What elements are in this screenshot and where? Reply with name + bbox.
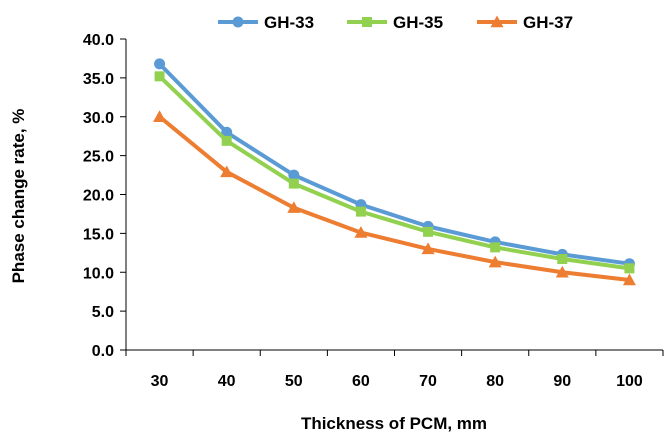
data-point [355, 206, 366, 217]
data-point [221, 135, 232, 146]
y-tick-label: 0.0 [92, 343, 114, 360]
x-tick-label: 100 [616, 373, 643, 390]
y-tick-label: 25.0 [83, 149, 114, 166]
legend-marker [490, 15, 504, 28]
series-line [158, 74, 630, 271]
x-tick-label: 30 [151, 373, 169, 390]
data-point [220, 165, 234, 178]
x-tick-label: 40 [218, 373, 236, 390]
series-layer [153, 58, 636, 286]
legend-item-gh-33: GH-33 [218, 13, 314, 32]
data-point [221, 126, 233, 138]
series-line [158, 62, 630, 266]
y-tick-label: 5.0 [92, 304, 114, 321]
data-point [423, 226, 434, 237]
x-tick-label: 50 [285, 373, 303, 390]
data-point [488, 255, 502, 268]
data-point [557, 254, 568, 265]
x-tick-label: 80 [486, 373, 504, 390]
legend-marker [232, 16, 244, 28]
data-point [624, 263, 635, 274]
y-axis: 0.0 5.0 10.0 15.0 20.0 25.0 30.0 35.0 40.0 [83, 32, 127, 360]
legend-label: GH-35 [393, 13, 443, 32]
data-point [490, 242, 501, 253]
x-tick-label: 90 [553, 373, 571, 390]
data-point [154, 71, 165, 82]
y-tick-label: 30.0 [83, 110, 114, 127]
y-tick-label: 10.0 [83, 265, 114, 282]
x-tick-label: 70 [419, 373, 437, 390]
y-tick-label: 20.0 [83, 188, 114, 205]
x-tick-label: 60 [352, 373, 370, 390]
legend: GH-33 GH-35 GH-37 [218, 13, 573, 32]
y-tick-label: 15.0 [83, 226, 114, 243]
legend-marker [362, 17, 372, 27]
legend-label: GH-37 [523, 13, 573, 32]
data-point [354, 226, 368, 238]
data-point [288, 178, 299, 189]
data-point [622, 273, 636, 286]
x-axis-title: Thickness of PCM, mm [301, 414, 487, 433]
data-point [555, 265, 569, 278]
data-point [421, 242, 435, 255]
y-tick-label: 40.0 [83, 32, 114, 49]
data-point [154, 58, 166, 70]
data-point [287, 201, 301, 213]
legend-item-gh-37: GH-37 [477, 13, 573, 32]
data-point [153, 110, 167, 122]
series-gh-37 [153, 110, 636, 286]
series-gh-33 [154, 58, 635, 270]
legend-label: GH-33 [264, 13, 314, 32]
series-gh-35 [154, 71, 635, 274]
x-axis: 30 40 50 60 70 80 90 100 [125, 349, 664, 390]
data-point [288, 169, 300, 181]
series-line [158, 115, 630, 283]
y-axis-title: Phase change rate, % [9, 109, 28, 284]
y-tick-label: 35.0 [83, 71, 114, 88]
legend-item-gh-35: GH-35 [347, 13, 443, 32]
